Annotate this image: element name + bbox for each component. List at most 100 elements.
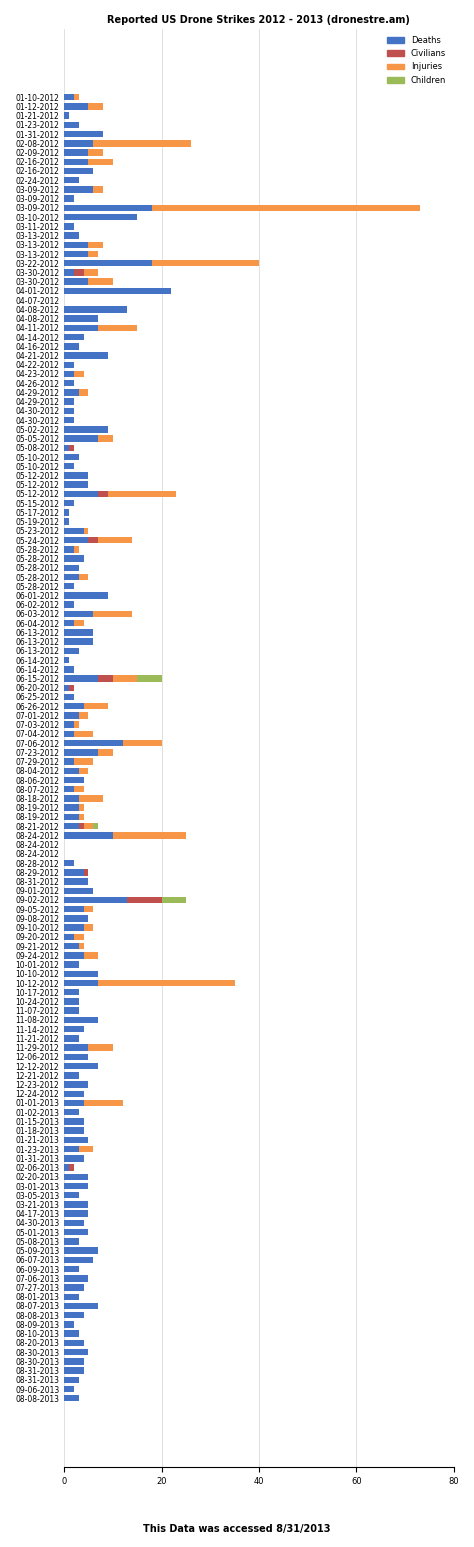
- Bar: [64, 1275, 89, 1281]
- Bar: [74, 620, 83, 627]
- Bar: [64, 1128, 83, 1134]
- Bar: [64, 989, 79, 995]
- Bar: [89, 278, 113, 285]
- Bar: [64, 804, 79, 811]
- Bar: [93, 611, 132, 617]
- Bar: [64, 721, 74, 729]
- Bar: [79, 795, 103, 801]
- Bar: [64, 1109, 79, 1115]
- Bar: [64, 648, 79, 654]
- Bar: [64, 1091, 83, 1097]
- Bar: [64, 306, 128, 312]
- Bar: [64, 1118, 83, 1125]
- Bar: [64, 555, 83, 562]
- Bar: [64, 583, 74, 589]
- Bar: [64, 1156, 83, 1162]
- Bar: [64, 832, 113, 838]
- Bar: [64, 232, 79, 238]
- Bar: [64, 1284, 83, 1290]
- Bar: [64, 453, 79, 461]
- Bar: [64, 1081, 89, 1088]
- Bar: [64, 158, 89, 166]
- Bar: [152, 204, 419, 210]
- Bar: [64, 343, 79, 350]
- Bar: [64, 739, 123, 746]
- Bar: [64, 1340, 83, 1346]
- Bar: [64, 639, 93, 645]
- Bar: [64, 472, 89, 478]
- Bar: [64, 1193, 79, 1199]
- Bar: [64, 925, 83, 931]
- Bar: [64, 213, 137, 220]
- Bar: [64, 907, 83, 913]
- Bar: [83, 269, 98, 275]
- Bar: [64, 712, 79, 719]
- Bar: [64, 1265, 79, 1272]
- Bar: [64, 979, 98, 987]
- Bar: [83, 528, 89, 534]
- Bar: [83, 823, 93, 829]
- Bar: [64, 1016, 98, 1023]
- Bar: [64, 942, 79, 950]
- Bar: [64, 693, 74, 701]
- Bar: [64, 611, 93, 617]
- Bar: [64, 749, 98, 755]
- Bar: [79, 823, 83, 829]
- Bar: [64, 1321, 74, 1327]
- Bar: [64, 767, 79, 774]
- Bar: [64, 786, 74, 792]
- Bar: [64, 1137, 89, 1143]
- Bar: [64, 1026, 83, 1032]
- Bar: [89, 158, 113, 166]
- Bar: [64, 371, 74, 377]
- Bar: [128, 897, 162, 903]
- Bar: [64, 795, 79, 801]
- Bar: [74, 269, 83, 275]
- Bar: [98, 749, 113, 755]
- Bar: [64, 334, 83, 340]
- Bar: [93, 186, 103, 193]
- Bar: [64, 630, 93, 636]
- Bar: [64, 879, 89, 885]
- Bar: [64, 251, 89, 257]
- Bar: [64, 509, 69, 515]
- Bar: [64, 195, 74, 203]
- Bar: [64, 381, 74, 387]
- Bar: [64, 897, 128, 903]
- Bar: [64, 951, 83, 959]
- Bar: [83, 925, 93, 931]
- Bar: [123, 739, 162, 746]
- Bar: [64, 1303, 98, 1309]
- Legend: Deaths, Civilians, Injuries, Children: Deaths, Civilians, Injuries, Children: [384, 32, 449, 88]
- Bar: [64, 602, 74, 608]
- Bar: [64, 1312, 83, 1318]
- Bar: [64, 186, 93, 193]
- Bar: [74, 730, 93, 736]
- Bar: [64, 490, 98, 497]
- Bar: [64, 399, 74, 405]
- Bar: [152, 260, 259, 266]
- Bar: [69, 444, 74, 452]
- Bar: [64, 730, 74, 736]
- Bar: [79, 942, 83, 950]
- Bar: [64, 702, 83, 710]
- Bar: [98, 490, 108, 497]
- Bar: [64, 860, 74, 866]
- Bar: [64, 620, 74, 627]
- Bar: [64, 1238, 79, 1245]
- Bar: [89, 537, 98, 543]
- Bar: [79, 712, 89, 719]
- Title: Reported US Drone Strikes 2012 - 2013 (dronestre.am): Reported US Drone Strikes 2012 - 2013 (d…: [108, 15, 410, 25]
- Bar: [89, 104, 103, 110]
- Bar: [74, 934, 83, 941]
- Bar: [64, 823, 79, 829]
- Bar: [64, 1100, 83, 1106]
- Bar: [64, 362, 74, 368]
- Bar: [64, 814, 79, 820]
- Bar: [83, 907, 93, 913]
- Bar: [64, 278, 89, 285]
- Bar: [64, 1044, 89, 1050]
- Bar: [113, 832, 186, 838]
- Bar: [69, 684, 74, 692]
- Bar: [79, 814, 83, 820]
